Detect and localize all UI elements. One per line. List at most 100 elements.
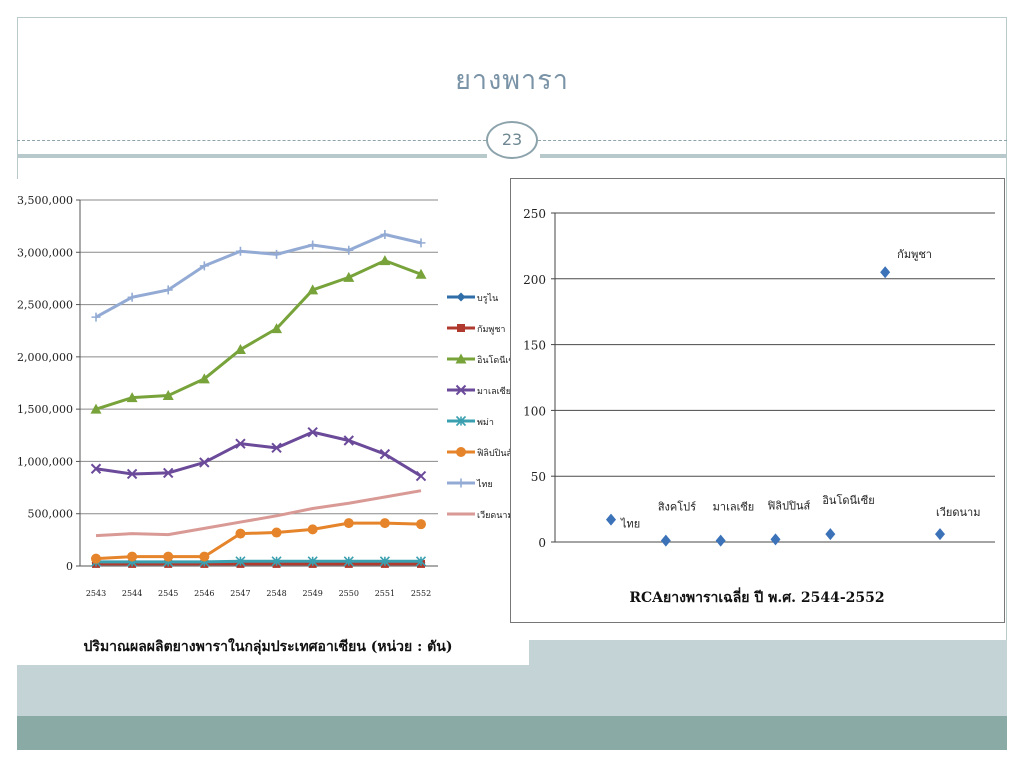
legend-label: ฟิลิปปินส์ <box>477 447 512 459</box>
data-point <box>271 527 282 538</box>
data-point <box>416 519 426 530</box>
data-point <box>126 392 138 403</box>
production-line-chart: 0 500,000 1,000,000 1,500,000 2,000,000 2,500… <box>17 194 520 655</box>
data-point <box>308 240 318 250</box>
data-point <box>343 435 354 446</box>
point-label: สิงคโปร์ <box>658 500 697 514</box>
header-bar-right <box>540 154 1007 158</box>
page-number: 23 <box>486 121 538 159</box>
series-6 <box>91 230 426 322</box>
data-point <box>415 268 427 279</box>
data-point <box>271 442 282 454</box>
data-point <box>825 528 836 541</box>
data-point <box>163 285 173 295</box>
x-tick-label: 2544 <box>122 589 142 598</box>
series-line <box>95 259 422 411</box>
data-point <box>379 518 390 529</box>
data-point <box>235 556 246 567</box>
y-tick-label: 2,500,000 <box>17 299 73 312</box>
y-tick-label: 100 <box>523 404 546 418</box>
legend-label: มาเลเซีย <box>477 386 511 397</box>
data-point <box>415 470 427 482</box>
series-line <box>96 559 421 564</box>
data-point <box>343 518 354 529</box>
y-tick-label: 0 <box>66 560 73 573</box>
data-point <box>163 467 174 479</box>
legend-item: อินโดนีเซีย <box>447 353 520 366</box>
x-tick-label: 2552 <box>411 589 431 598</box>
x-tick-label: 2543 <box>86 589 106 598</box>
x-tick-label: 2547 <box>230 589 250 598</box>
data-point <box>380 230 390 240</box>
x-tick-label: 2548 <box>266 589 286 598</box>
legend-item: กัมพูชา <box>447 324 505 335</box>
legend-label: กัมพูชา <box>477 325 505 335</box>
header-bar-left <box>17 154 487 158</box>
x-tick-label: 2549 <box>302 589 322 598</box>
data-point <box>379 448 391 460</box>
rca-chart-panel: 0 50 100 150 200 250 ไทย สิงคโปร์ มาเลเซีย ฟิลิปป… <box>510 178 1005 623</box>
y-tick-label: 1,000,000 <box>17 455 73 468</box>
data-point <box>162 390 174 401</box>
data-point <box>343 556 354 567</box>
legend-item: บรูไน <box>447 292 498 304</box>
data-point <box>90 403 102 414</box>
chart-caption: ปริมาณผลผลิตยางพาราในกลุ่มประเทศอาเซียน … <box>84 637 453 655</box>
legend-marker <box>456 292 466 302</box>
point-label: มาเลเซีย <box>713 501 755 514</box>
data-point <box>715 534 726 547</box>
data-point <box>307 426 318 438</box>
data-point <box>272 249 282 259</box>
x-tick-label: 2545 <box>158 589 178 598</box>
data-point <box>90 463 102 474</box>
data-point <box>343 271 355 282</box>
x-tick-label: 2551 <box>375 589 395 598</box>
x-tick-label: 2546 <box>194 589 214 598</box>
y-tick-label: 3,500,000 <box>17 194 73 207</box>
data-point <box>235 246 245 256</box>
data-point <box>606 513 616 526</box>
data-point <box>199 457 210 468</box>
legend-marker <box>455 384 467 396</box>
data-point <box>379 255 391 266</box>
series-line <box>95 233 422 319</box>
data-point <box>127 292 137 302</box>
legend-marker <box>455 415 467 427</box>
point-label: ไทย <box>620 518 640 531</box>
data-point <box>344 245 354 255</box>
legend-label: อินโดนีเซีย <box>477 355 520 366</box>
legend-marker <box>457 324 465 332</box>
legend-marker <box>455 353 467 364</box>
y-tick-label: 200 <box>523 273 546 287</box>
series-7 <box>95 489 422 538</box>
data-point <box>307 284 319 295</box>
data-point <box>416 238 426 248</box>
point-label: เวียดนาม <box>936 506 980 519</box>
data-point <box>91 553 101 564</box>
y-tick-label: 1,500,000 <box>17 403 73 416</box>
footer-band-dark <box>17 716 1007 750</box>
data-point <box>199 551 210 562</box>
legend-label: บรูไน <box>477 293 498 304</box>
slide-title: ยางพารา <box>455 65 569 96</box>
data-point <box>935 528 945 541</box>
y-tick-label: 2,000,000 <box>17 351 73 364</box>
y-tick-label: 50 <box>531 470 546 484</box>
data-point <box>198 373 210 384</box>
legend-item: ไทย <box>447 478 493 490</box>
data-point <box>234 344 246 355</box>
y-tick-label: 150 <box>523 339 546 353</box>
data-point <box>127 551 138 562</box>
series-2 <box>90 255 427 414</box>
legend-item: มาเลเซีย <box>447 384 511 397</box>
y-tick-label: 0 <box>538 536 546 550</box>
data-point <box>379 556 390 567</box>
data-point <box>415 556 427 567</box>
data-point <box>271 556 282 567</box>
data-point <box>126 468 138 480</box>
data-point <box>271 323 283 334</box>
data-point <box>307 524 318 535</box>
data-point <box>307 556 318 567</box>
series-3 <box>90 426 427 482</box>
y-tick-label: 500,000 <box>28 508 74 521</box>
